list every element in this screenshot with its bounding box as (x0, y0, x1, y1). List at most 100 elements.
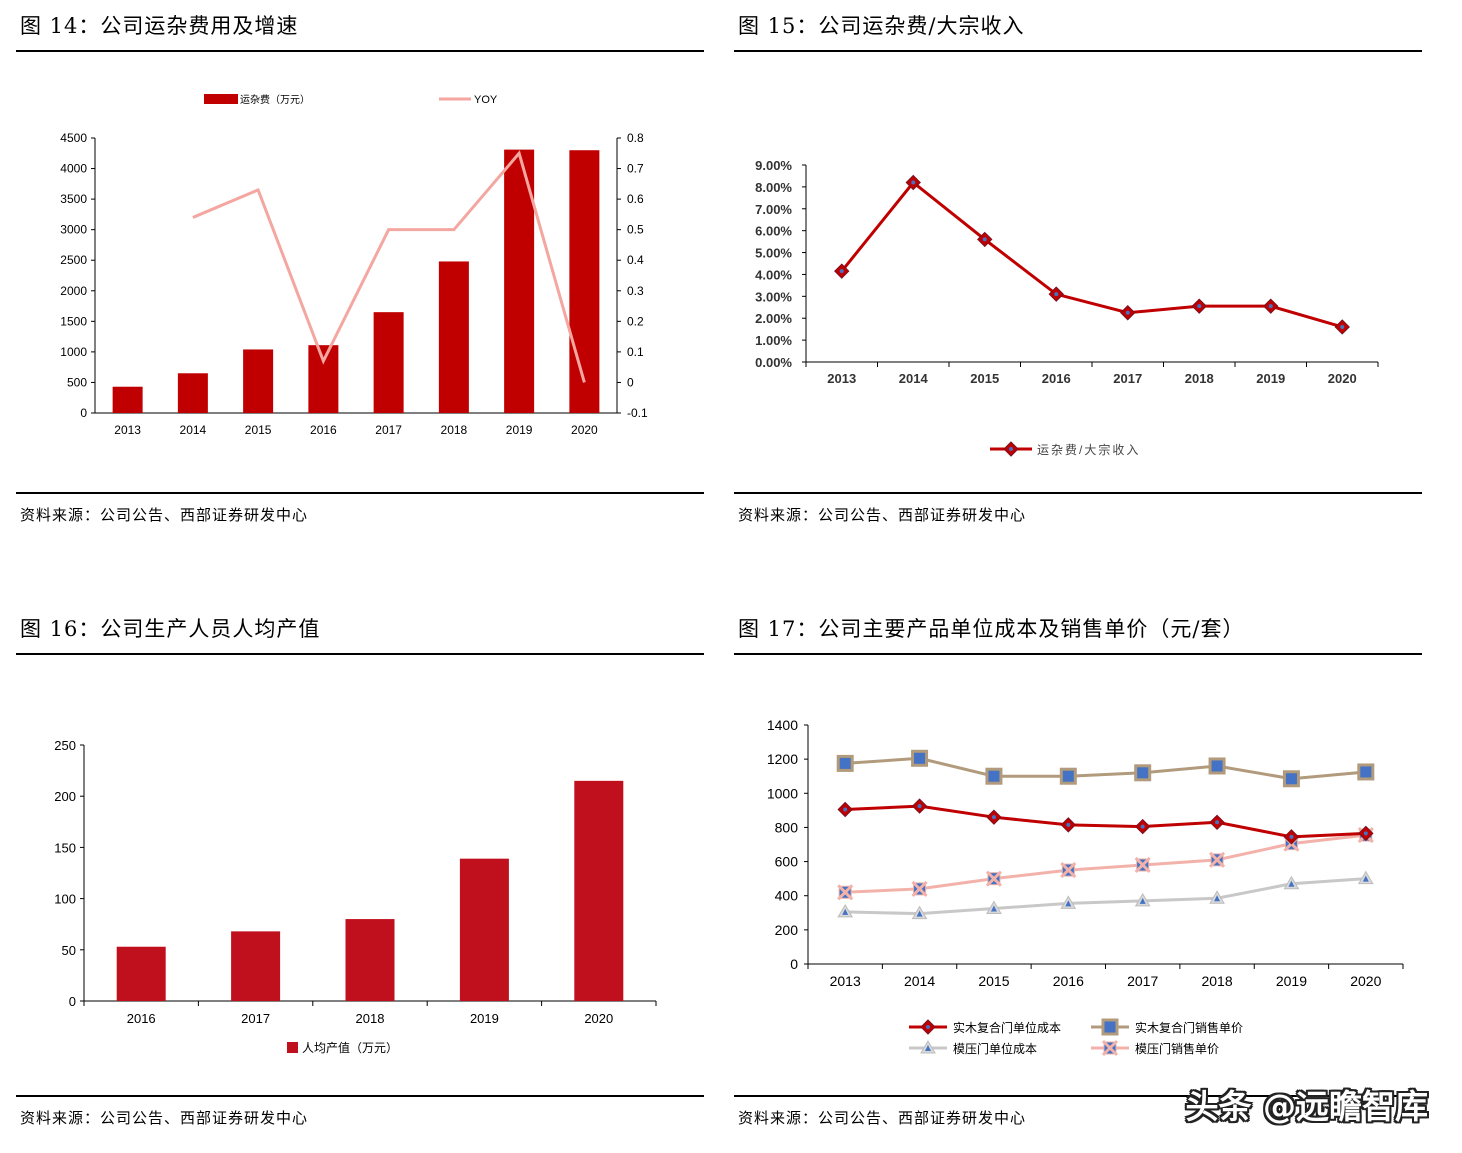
x-tick-label: 2020 (584, 1011, 613, 1026)
point-2017-dot (1125, 310, 1130, 315)
y-tick-label: 200 (775, 922, 799, 938)
y-tick-label: 2.00% (755, 311, 792, 326)
legend-swatch (287, 1042, 298, 1053)
x-tick-label: 2017 (375, 423, 402, 437)
y-tick-label: 1.00% (755, 333, 792, 348)
x-tick-label: 2018 (441, 423, 468, 437)
title-rule (16, 653, 704, 655)
x-tick-label: 2018 (356, 1011, 385, 1026)
figure-15-title: 图 15：公司运杂费/大宗收入 (738, 14, 1025, 38)
chart-14: 0 500 1000 1500 2000 2500 3000 3500 4000 4500 -0.1… (60, 93, 648, 437)
y-tick-label: 100 (54, 892, 76, 907)
legend-label-bar: 运杂费（万元） (240, 93, 310, 106)
x-tick-label: 2015 (978, 973, 1009, 989)
legend-label-3: 模压门销售单价 (1135, 1041, 1219, 1056)
series-line-0 (845, 804, 1366, 839)
x-tick-label: 2016 (127, 1011, 156, 1026)
x-tick-label: 2016 (1053, 973, 1084, 989)
point-s1-2019 (1282, 770, 1300, 788)
y-tick-label: 3.00% (755, 289, 792, 304)
y-tick-label: 150 (54, 840, 76, 855)
source-rule (734, 492, 1422, 494)
x-tick-label: 2020 (1328, 371, 1357, 386)
x-tick-label: 2019 (1256, 371, 1285, 386)
x-tick-label: 2017 (241, 1011, 270, 1026)
x-tick-label: 2015 (970, 371, 999, 386)
legend-marker-0-dot (926, 1025, 930, 1029)
chart-17: 0 200 400 600 800 1000 1200 1400 2013 2014 2015 201… (767, 717, 1404, 1057)
source-rule (16, 492, 704, 494)
y-tick-label: 8.00% (755, 180, 792, 195)
bar-2018 (438, 261, 469, 413)
point-s1-2020 (1357, 763, 1375, 781)
point-s0-2015-dot (991, 815, 996, 820)
y-left-tick-label: 0 (80, 406, 87, 420)
figure-17-source: 资料来源：公司公告、西部证券研发中心 (738, 1109, 1027, 1127)
y-tick-label: 5.00% (755, 246, 792, 261)
point-2016-dot (1054, 292, 1059, 297)
x-tick-label: 2020 (1350, 973, 1381, 989)
y-left-tick-label: 2500 (60, 253, 87, 267)
source-rule (16, 1095, 704, 1097)
y-right-tick-label: 0.8 (627, 131, 644, 145)
bar-2016 (116, 946, 166, 1001)
bar-2015 (243, 349, 274, 413)
y-tick-label: 400 (775, 888, 799, 904)
y-right-tick-label: 0.1 (627, 345, 644, 359)
y-left-tick-label: 2000 (60, 284, 87, 298)
bar-2020 (574, 780, 624, 1001)
point-s3-2016-cross (1060, 862, 1077, 879)
y-right-tick-label: 0.7 (627, 162, 644, 176)
y-right-tick-label: 0.3 (627, 284, 644, 298)
legend-label-1: 实木复合门销售单价 (1135, 1020, 1243, 1035)
figure-14-source: 资料来源：公司公告、西部证券研发中心 (20, 506, 309, 524)
series-line-2 (845, 877, 1366, 916)
title-rule (734, 50, 1422, 52)
point-2014-dot (911, 180, 916, 185)
figure-17-title: 图 17：公司主要产品单位成本及销售单价（元/套） (738, 617, 1245, 641)
point-2018-dot (1197, 304, 1202, 309)
point-s2-2015-inner (990, 905, 997, 912)
x-tick-label: 2019 (470, 1011, 499, 1026)
title-rule (734, 653, 1422, 655)
x-tick-label: 2019 (506, 423, 533, 437)
y-tick-label: 1400 (767, 717, 798, 733)
y-tick-label: 1200 (767, 751, 798, 767)
bar-2013 (112, 386, 143, 413)
y-tick-label: 0 (790, 956, 798, 972)
x-tick-label: 2014 (180, 423, 207, 437)
point-s0-2018-dot (1215, 820, 1220, 825)
chart-16: 0 50 100 150 200 250 2016 2017 2018 2019 2020 人均产值（… (54, 738, 657, 1055)
y-tick-label: 1000 (767, 785, 798, 801)
legend-label: 人均产值（万元） (302, 1040, 398, 1055)
point-s2-2020-inner (1362, 875, 1369, 882)
series-line-1 (845, 756, 1366, 781)
point-s0-2013-dot (843, 807, 848, 812)
legend-marker-2-inner (925, 1045, 931, 1051)
point-s0-2019-dot (1289, 834, 1294, 839)
x-tick-label: 2019 (1276, 973, 1307, 989)
x-tick-label: 2018 (1201, 973, 1232, 989)
point-2013-dot (839, 269, 844, 274)
bar-2017 (231, 931, 281, 1001)
legend-marker-3-cross (1101, 1039, 1119, 1057)
y-tick-label: 9.00% (755, 158, 792, 173)
bar-2016 (308, 345, 339, 413)
y-tick-label: 7.00% (755, 202, 792, 217)
legend-label-2: 模压门单位成本 (953, 1041, 1037, 1056)
point-s1-2016 (1059, 767, 1077, 785)
y-left-tick-label: 1000 (60, 345, 87, 359)
point-s1-2018 (1208, 757, 1226, 775)
point-s1-2017 (1134, 764, 1152, 782)
x-tick-label: 2014 (899, 371, 929, 386)
x-tick-label: 2017 (1113, 371, 1142, 386)
y-tick-label: 600 (775, 854, 799, 870)
point-s2-2016-inner (1065, 900, 1072, 907)
x-tick-label: 2014 (904, 973, 935, 989)
y-tick-label: 800 (775, 819, 799, 835)
point-s3-2013-cross (837, 884, 854, 901)
y-right-tick-label: 0.4 (627, 253, 644, 267)
x-tick-label: 2016 (310, 423, 337, 437)
y-tick-label: 200 (54, 789, 76, 804)
legend-marker-1 (1101, 1018, 1119, 1036)
